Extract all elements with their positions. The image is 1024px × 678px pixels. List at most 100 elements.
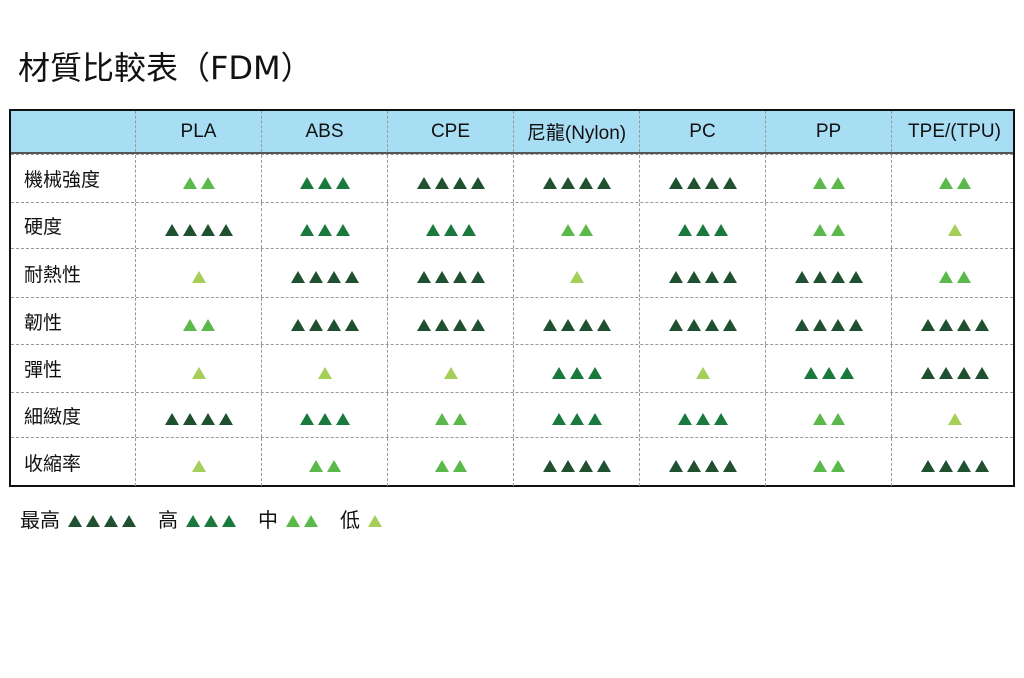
triangle-icon	[452, 460, 467, 472]
triangle-icon	[938, 176, 953, 189]
rating-cell	[387, 345, 513, 392]
rating-cell	[387, 203, 513, 248]
triangle-icon	[452, 319, 467, 331]
rating-1	[569, 263, 584, 283]
triangle-icon	[317, 176, 332, 189]
column-header: TPE/(TPU)	[891, 111, 1017, 152]
rating-cell	[261, 393, 387, 437]
triangle-icon	[974, 460, 989, 472]
triangle-icon	[560, 319, 575, 331]
triangle-icon	[920, 460, 935, 472]
triangle-icon	[704, 176, 719, 189]
rating-cell	[765, 393, 891, 437]
triangle-icon	[286, 514, 300, 527]
triangle-icon	[812, 271, 827, 283]
triangle-icon	[308, 460, 323, 472]
table-row: 硬度	[11, 202, 1013, 248]
rating-4	[920, 311, 989, 331]
column-header: PLA	[135, 111, 261, 152]
triangle-icon	[68, 514, 82, 527]
column-header: CPE	[387, 111, 513, 152]
rating-cell	[513, 155, 639, 202]
triangle-icon	[191, 366, 206, 379]
triangle-icon	[434, 460, 449, 472]
triangle-icon	[86, 514, 100, 527]
triangle-icon	[443, 366, 458, 379]
triangle-icon	[677, 413, 692, 425]
triangle-icon	[182, 413, 197, 425]
rating-4	[668, 311, 737, 331]
rating-1	[947, 216, 962, 236]
rating-cell	[135, 298, 261, 344]
column-header: 尼龍(Nylon)	[513, 111, 639, 152]
triangle-icon	[974, 366, 989, 379]
rating-4	[416, 263, 485, 283]
triangle-icon	[304, 514, 318, 527]
legend: 最高 高 中 低	[20, 504, 404, 533]
triangle-icon	[470, 176, 485, 189]
triangle-icon	[452, 271, 467, 283]
triangle-icon	[830, 413, 845, 425]
triangle-icon	[182, 319, 197, 331]
triangle-icon	[956, 176, 971, 189]
rating-4	[668, 169, 737, 189]
rating-2	[286, 511, 318, 527]
triangle-icon	[722, 176, 737, 189]
triangle-icon	[470, 271, 485, 283]
triangle-icon	[317, 413, 332, 425]
header-corner	[11, 111, 135, 152]
triangle-icon	[686, 271, 701, 283]
rating-cell	[387, 393, 513, 437]
triangle-icon	[560, 460, 575, 472]
triangle-icon	[713, 413, 728, 425]
triangle-icon	[200, 176, 215, 189]
rating-cell	[891, 393, 1017, 437]
rating-4	[542, 311, 611, 331]
triangle-icon	[317, 223, 332, 236]
triangle-icon	[308, 271, 323, 283]
rating-cell	[765, 249, 891, 297]
triangle-icon	[551, 366, 566, 379]
triangle-icon	[326, 460, 341, 472]
rating-2	[812, 216, 845, 236]
triangle-icon	[434, 271, 449, 283]
triangle-icon	[938, 319, 953, 331]
rating-4	[164, 405, 233, 425]
rating-cell	[261, 203, 387, 248]
rating-cell	[639, 298, 765, 344]
triangle-icon	[668, 460, 683, 472]
triangle-icon	[830, 223, 845, 236]
rating-cell	[891, 345, 1017, 392]
rating-cell	[135, 345, 261, 392]
triangle-icon	[191, 460, 206, 472]
rating-2	[308, 452, 341, 472]
legend-label: 最高	[20, 508, 60, 532]
rating-3	[186, 511, 236, 527]
rating-cell	[891, 298, 1017, 344]
triangle-icon	[830, 460, 845, 472]
triangle-icon	[200, 413, 215, 425]
rating-cell	[639, 438, 765, 486]
table-row: 收縮率	[11, 437, 1013, 486]
rating-3	[551, 405, 602, 425]
rating-cell	[639, 155, 765, 202]
table-row: 彈性	[11, 344, 1013, 392]
triangle-icon	[182, 223, 197, 236]
rating-cell	[765, 438, 891, 486]
triangle-icon	[200, 223, 215, 236]
triangle-icon	[704, 319, 719, 331]
triangle-icon	[722, 271, 737, 283]
triangle-icon	[218, 223, 233, 236]
rating-cell	[765, 298, 891, 344]
rating-1	[191, 452, 206, 472]
row-label: 細緻度	[24, 405, 82, 428]
triangle-icon	[974, 319, 989, 331]
triangle-icon	[416, 319, 431, 331]
rating-3	[299, 169, 350, 189]
rating-cell	[261, 345, 387, 392]
rating-4	[290, 263, 359, 283]
rating-4	[668, 263, 737, 283]
rating-3	[677, 405, 728, 425]
rating-cell	[891, 155, 1017, 202]
rating-1	[947, 405, 962, 425]
